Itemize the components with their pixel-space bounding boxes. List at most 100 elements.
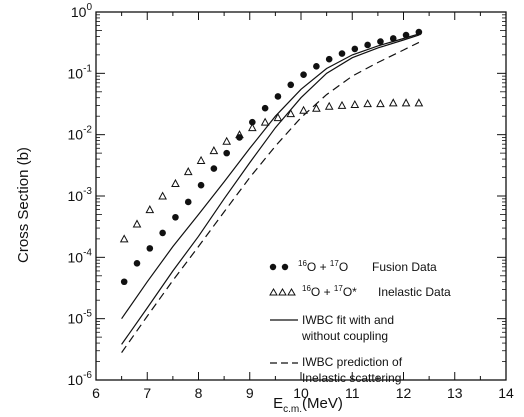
data-point-inelastic [171, 178, 180, 187]
data-point-fusion [120, 278, 128, 286]
y-tick-label: 10-3 [68, 186, 93, 204]
data-point-inelastic [299, 105, 308, 114]
data-point-fusion [415, 28, 423, 36]
legend: 16O + 17O Fusion Data 16O + 17O* Inelastic… [269, 259, 451, 385]
series-line-iwbc-inelastic-prediction [121, 41, 420, 353]
legend-label-fit-line2: without coupling [301, 329, 388, 343]
data-point-fusion [249, 118, 256, 126]
data-point-fusion [261, 104, 269, 112]
y-tick-label: 10-5 [68, 309, 93, 327]
legend-label-inelastic: 16O + 17O* Inelastic Data [302, 284, 451, 299]
data-point-inelastic [260, 117, 270, 126]
data-point-inelastic [350, 99, 360, 109]
plot-frame [95, 11, 507, 381]
y-tick-exponent: -3 [83, 186, 92, 197]
legend-symbol-filled-circle [269, 263, 277, 271]
y-tick-label: 10-1 [68, 63, 93, 81]
axes-layer: 6 7 8 9 10 11 12 13 14 10-6 10-5 10-4 10-3 10-2 10-1 10… [68, 2, 514, 401]
y-tick-label: 10-4 [68, 247, 93, 265]
data-point-inelastic [376, 99, 385, 108]
y-tick-exponent: -4 [83, 247, 92, 258]
x-tick-label: 10 [293, 385, 309, 401]
y-tick-exponent: -5 [83, 309, 92, 320]
series-line-iwbc-fit-with-coupling [121, 33, 420, 320]
y-tick-exponent: -6 [83, 370, 92, 381]
y-axis-title: Cross Section (b) [15, 147, 32, 263]
data-point-inelastic [183, 167, 193, 176]
legend-symbol-filled-circle [281, 263, 289, 271]
data-point-inelastic [132, 219, 142, 228]
legend-symbol-open-triangle [287, 288, 296, 296]
data-point-fusion [300, 71, 307, 78]
x-axis-title: Ec.m.(MeV) [273, 395, 343, 415]
data-point-fusion [313, 63, 320, 70]
legend-item-inelastic: 16O + 17O* Inelastic Data [269, 284, 451, 299]
data-point-inelastic [196, 155, 206, 164]
x-axis-title-main: E [273, 395, 283, 412]
legend-fusion-desc: Fusion Data [372, 260, 437, 274]
data-point-fusion [389, 35, 397, 42]
data-point-inelastic [337, 100, 347, 109]
data-point-fusion [338, 50, 346, 57]
data-point-fusion [146, 245, 154, 252]
legend-inelastic-desc: Inelastic Data [378, 285, 451, 299]
x-tick-label: 12 [396, 385, 412, 401]
legend-inelastic-el-b: O [343, 285, 352, 299]
y-tick-exponent: -1 [83, 63, 92, 74]
data-point-inelastic [324, 101, 334, 110]
y-tick-label: 10-6 [68, 370, 93, 388]
data-point-inelastic [363, 99, 372, 108]
data-point-fusion [184, 198, 192, 206]
data-point-fusion [325, 55, 333, 63]
data-point-inelastic [209, 146, 219, 155]
legend-inelastic-el-a: O + [311, 285, 334, 299]
x-axis-title-unit: (MeV) [302, 395, 343, 412]
data-point-inelastic [235, 130, 244, 139]
data-point-inelastic [247, 123, 257, 132]
data-point-fusion [223, 149, 230, 157]
y-tick-exponent: 0 [86, 2, 92, 13]
data-point-fusion [210, 165, 218, 172]
x-tick-label: 6 [92, 385, 100, 401]
data-point-fusion [274, 93, 282, 100]
y-tick-label: 10-2 [68, 125, 93, 143]
data-point-inelastic [222, 136, 232, 145]
x-tick-label: 7 [143, 385, 151, 401]
data-point-inelastic [273, 113, 283, 122]
data-point-inelastic [119, 234, 129, 243]
data-point-fusion [197, 181, 205, 189]
legend-inelastic-nuc-a: 16 [302, 284, 311, 293]
legend-label-prediction-line2: Inelastic scattering [302, 371, 401, 385]
data-point-inelastic [388, 98, 398, 107]
data-point-fusion [351, 45, 359, 53]
series-layer [119, 28, 424, 353]
data-point-fusion [172, 213, 179, 221]
y-tick-label: 100 [71, 2, 93, 20]
data-point-fusion [377, 38, 384, 45]
data-point-inelastic [145, 205, 155, 214]
legend-fusion-nuc-a: 16 [298, 259, 307, 268]
legend-symbol-open-triangle [269, 288, 278, 296]
legend-item-fit: IWBC fit with and without coupling [270, 313, 394, 343]
x-tick-label: 14 [498, 385, 514, 401]
legend-label-prediction-line1: IWBC prediction of [302, 355, 403, 369]
legend-fusion-el-a: O + [307, 260, 330, 274]
legend-label-fit-line1: IWBC fit with and [302, 313, 394, 327]
x-tick-label: 9 [246, 385, 254, 401]
data-point-fusion [159, 229, 166, 237]
legend-item-prediction: IWBC prediction of Inelastic scattering [270, 355, 403, 385]
data-point-inelastic [312, 103, 321, 112]
data-point-inelastic [401, 98, 411, 107]
legend-fusion-nuc-b: 17 [330, 259, 339, 268]
legend-item-fusion: 16O + 17O Fusion Data [269, 259, 437, 274]
data-point-fusion [364, 41, 371, 49]
data-point-inelastic [286, 109, 296, 118]
data-point-inelastic [158, 191, 167, 200]
x-tick-label: 13 [447, 385, 463, 401]
series-line-iwbc-fit-without-coupling [121, 34, 420, 345]
legend-fusion-el-b: O [339, 260, 348, 274]
legend-label-fusion: 16O + 17O Fusion Data [298, 259, 437, 274]
x-tick-label: 11 [345, 385, 360, 401]
legend-inelastic-star: * [352, 285, 357, 299]
